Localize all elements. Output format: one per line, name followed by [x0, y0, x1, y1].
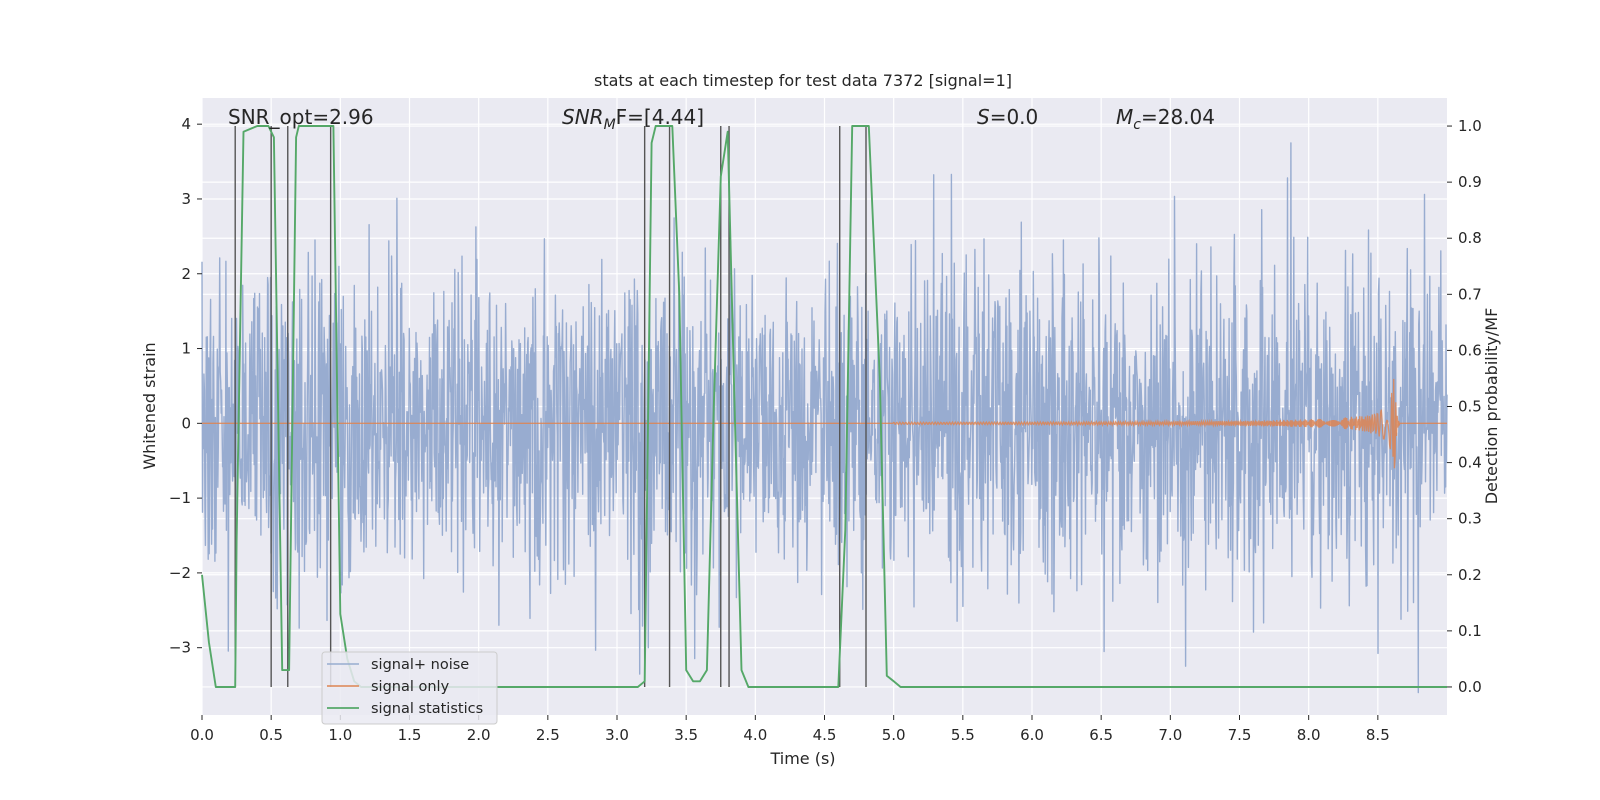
y-right-tick-label: 0.9: [1458, 173, 1482, 191]
y-right-tick-label: 0.7: [1458, 285, 1482, 303]
annotation-snr-mf-sub: M: [604, 117, 616, 133]
y-left-tick-label: 2: [181, 265, 191, 283]
series-signal-statistics: [201, 125, 1447, 688]
y-axis-left-label: Whitened strain: [140, 342, 159, 469]
x-tick-label: 3.0: [605, 726, 629, 744]
annotation-snr-mf-rest: F=[4.44]: [616, 105, 704, 129]
y-axis-left-ticks: −3 −2 −1 0 1 2 3 4: [169, 115, 202, 657]
annotation-snr-mf-base: SNR: [562, 105, 604, 129]
legend-label-statistics: signal statistics: [371, 701, 483, 717]
x-tick-label: 6.0: [1020, 726, 1044, 744]
annotation-mc: Mc=28.04: [1116, 105, 1215, 133]
signal-only-line: [202, 378, 1447, 469]
x-tick-label: 2.0: [467, 726, 491, 744]
legend: signal+ noise signal only signal statist…: [321, 651, 498, 725]
annotation-snr-opt: SNR_opt=2.96: [228, 105, 374, 129]
x-tick-label: 6.5: [1089, 726, 1113, 744]
annotation-s-rest: =0.0: [990, 105, 1039, 129]
x-tick-label: 0.5: [259, 726, 283, 744]
x-tick-label: 8.5: [1366, 726, 1390, 744]
y-left-tick-label: −3: [169, 639, 191, 657]
y-right-tick-label: 0.4: [1458, 454, 1482, 472]
annotation-snr-mf: SNRMF=[4.44]: [562, 105, 704, 133]
y-right-tick-label: 0.5: [1458, 398, 1482, 416]
event-lines: [234, 126, 867, 687]
annotation-mc-rest: =28.04: [1141, 105, 1215, 129]
x-tick-label: 1.0: [328, 726, 352, 744]
series-signal-plus-noise: [201, 142, 1448, 694]
annotation-s: S=0.0: [977, 105, 1038, 129]
y-left-tick-label: 4: [181, 115, 191, 133]
x-axis-label: Time (s): [769, 749, 835, 768]
y-right-tick-label: 0.6: [1458, 341, 1482, 359]
legend-label-noise: signal+ noise: [371, 657, 469, 673]
x-tick-label: 5.5: [951, 726, 975, 744]
y-left-tick-label: −2: [169, 564, 191, 582]
annotation-s-symbol: S: [977, 105, 990, 129]
x-tick-label: 7.0: [1158, 726, 1182, 744]
y-right-tick-label: 0.2: [1458, 566, 1482, 584]
annotation-mc-base: M: [1116, 105, 1133, 129]
x-tick-label: 3.5: [674, 726, 698, 744]
x-tick-label: 7.5: [1228, 726, 1252, 744]
y-right-tick-label: 1.0: [1458, 117, 1482, 135]
chart-title: stats at each timestep for test data 737…: [594, 71, 1012, 90]
signal-plus-noise-line: [201, 142, 1448, 694]
y-axis-right-ticks: 0.0 0.1 0.2 0.3 0.4 0.5 0.6 0.7 0.8 0.9 1.0: [1447, 117, 1482, 696]
y-left-tick-label: 0: [181, 414, 191, 432]
x-tick-label: 0.0: [190, 726, 214, 744]
legend-label-signal-only: signal only: [371, 679, 450, 695]
x-tick-label: 8.0: [1297, 726, 1321, 744]
y-left-tick-label: 1: [181, 340, 191, 358]
y-left-tick-label: −1: [169, 489, 191, 507]
x-tick-label: 4.0: [743, 726, 767, 744]
x-tick-label: 1.5: [398, 726, 422, 744]
y-right-tick-label: 0.0: [1458, 678, 1482, 696]
x-tick-label: 4.5: [813, 726, 837, 744]
y-right-tick-label: 0.1: [1458, 622, 1482, 640]
signal-statistics-line: [201, 125, 1447, 688]
series-signal-only: [202, 378, 1447, 469]
x-tick-label: 2.5: [536, 726, 560, 744]
x-tick-label: 5.0: [882, 726, 906, 744]
y-axis-right-label: Detection probability/MF: [1482, 308, 1501, 505]
y-right-tick-label: 0.3: [1458, 510, 1482, 528]
legend-box: [321, 651, 498, 725]
x-axis-ticks: 0.0 0.5 1.0 1.5 2.0 2.5 3.0 3.5 4.0 4.5 5.0 5.5 6.0 6…: [190, 715, 1390, 744]
y-right-tick-label: 0.8: [1458, 229, 1482, 247]
y-left-tick-label: 3: [181, 190, 191, 208]
annotation-mc-sub: c: [1133, 117, 1141, 133]
